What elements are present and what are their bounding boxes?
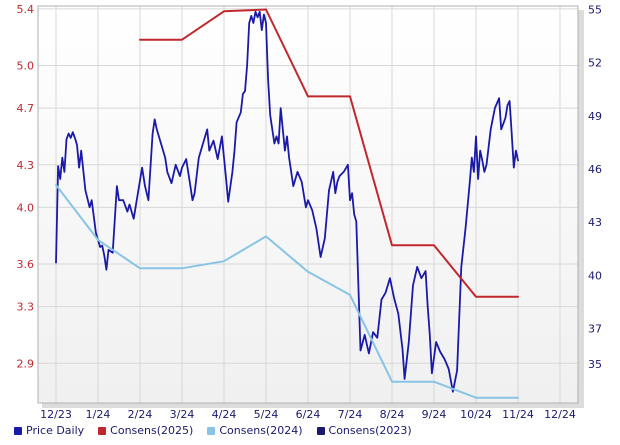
x-tick-label: 11/24 [502,408,534,421]
left-tick-label: 5.0 [17,60,35,73]
left-tick-label: 2.9 [17,357,35,370]
chart-legend: Price Daily Consens(2025) Consens(2024) … [14,424,412,437]
legend-swatch-consens-2025 [98,426,107,435]
left-tick-label: 5.4 [17,3,35,16]
legend-label-consens-2025: Consens(2025) [110,424,194,437]
left-tick-label: 3.6 [17,258,35,271]
x-tick-label: 3/24 [170,408,195,421]
plot-border [37,5,579,404]
right-tick-label: 49 [588,110,602,123]
x-tick-label: 10/24 [460,408,492,421]
x-tick-label: 6/24 [296,408,321,421]
x-tick-label: 8/24 [380,408,405,421]
series-line-consens-2024 [55,184,519,399]
left-tick-label: 4.3 [17,159,35,172]
legend-label-consens-2023: Consens(2023) [328,424,412,437]
legend-item-consens-2024: Consens(2024) [207,424,303,437]
right-tick-label: 40 [588,269,602,282]
plot-shadow-bottom [42,403,584,408]
x-tick-label: 12/23 [40,408,72,421]
plot-shadow-right [578,10,584,407]
right-tick-label: 35 [588,358,602,371]
left-tick-label: 4.7 [17,102,35,115]
x-tick-label: 7/24 [338,408,363,421]
x-tick-label: 4/24 [212,408,237,421]
series-line-price-daily [55,10,519,393]
legend-swatch-price-daily [14,426,22,435]
x-tick-label: 2/24 [128,408,153,421]
right-tick-label: 43 [588,216,602,229]
legend-item-consens-2023: Consens(2023) [316,424,412,437]
x-tick-label: 12/24 [544,408,576,421]
right-tick-label: 46 [588,163,602,176]
x-tick-label: 9/24 [422,408,447,421]
legend-swatch-consens-2023 [316,426,325,435]
left-tick-label: 4.0 [17,201,35,214]
legend-item-consens-2025: Consens(2025) [98,424,193,437]
x-tick-label: 1/24 [86,408,111,421]
legend-label-consens-2024: Consens(2024) [219,424,303,437]
left-tick-label: 3.3 [17,301,35,314]
right-tick-label: 55 [588,4,602,17]
legend-swatch-consens-2024 [207,426,216,435]
legend-label-price-daily: Price Daily [26,424,85,437]
legend-item-price-daily: Price Daily [14,424,84,437]
x-tick-label: 5/24 [254,408,279,421]
right-tick-label: 52 [588,57,602,70]
right-tick-label: 37 [588,323,602,336]
series-line-consens-2025 [139,8,519,298]
